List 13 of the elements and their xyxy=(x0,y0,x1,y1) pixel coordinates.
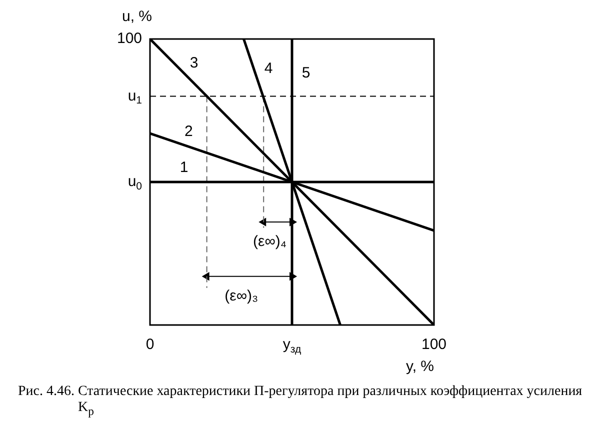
annotation: 100 xyxy=(116,30,142,48)
series-label: 2 xyxy=(184,122,193,140)
series-label: 4 xyxy=(264,60,273,77)
series-label: 5 xyxy=(302,64,310,82)
x-axis-title: y, % xyxy=(406,358,434,376)
text: Рис. 4.46. Статические характеристики П-регулятора при различных коэффициентах усиления K$_{р}$ xyxy=(18,384,584,418)
series-label: 1 xyxy=(180,159,188,176)
series-label: 3 xyxy=(190,54,198,72)
x-tick-label: 100 xyxy=(421,336,447,354)
x-tick-label: 0 xyxy=(146,336,154,354)
y-axis-title: u, % xyxy=(122,8,152,26)
annotation: (ε∞)₄ xyxy=(253,233,287,250)
annotation: (ε∞)₃ xyxy=(224,288,258,305)
